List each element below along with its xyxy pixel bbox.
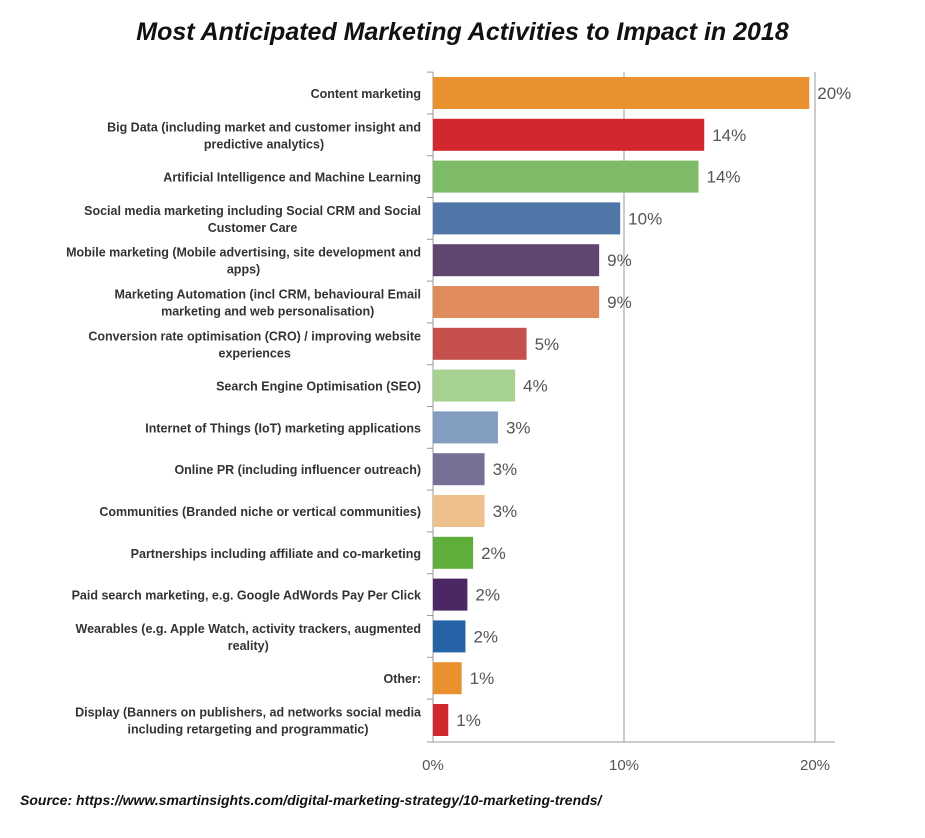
- category-label: Wearables (e.g. Apple Watch, activity tr…: [76, 622, 421, 636]
- source-note: Source: https://www.smartinsights.com/di…: [20, 792, 602, 808]
- value-label: 1%: [456, 711, 481, 730]
- value-label: 4%: [523, 377, 548, 396]
- value-label: 2%: [481, 544, 506, 563]
- bar: [433, 160, 699, 193]
- bar: [433, 495, 485, 527]
- category-label: Conversion rate optimisation (CRO) / imp…: [88, 329, 421, 343]
- bar-chart: Content marketing Big Data (including mar…: [66, 71, 851, 774]
- category-label: including retargeting and programmatic): [128, 723, 369, 737]
- category-label: reality): [228, 639, 269, 653]
- x-tick-label: 20%: [800, 757, 830, 774]
- category-label: Artificial Intelligence and Machine Lear…: [163, 171, 421, 185]
- x-axis-ticks: 0% 10% 20%: [422, 757, 830, 774]
- bar: [433, 369, 516, 402]
- value-label: 9%: [607, 293, 632, 312]
- category-label: Search Engine Optimisation (SEO): [216, 380, 421, 394]
- category-label: Display (Banners on publishers, ad netwo…: [75, 706, 422, 720]
- value-label: 14%: [712, 126, 746, 145]
- category-label: Internet of Things (IoT) marketing appli…: [145, 421, 421, 435]
- bar: [433, 536, 474, 569]
- bar: [433, 327, 527, 360]
- category-label: Communities (Branded niche or vertical c…: [99, 505, 421, 519]
- bar: [433, 662, 462, 695]
- category-label: Partnerships including affiliate and co-…: [131, 547, 421, 561]
- value-label: 3%: [493, 502, 518, 521]
- x-tick-label: 10%: [609, 757, 639, 774]
- value-label: 2%: [473, 627, 498, 646]
- value-label: 20%: [817, 84, 851, 103]
- category-label: Marketing Automation (incl CRM, behaviou…: [114, 288, 421, 302]
- bar: [433, 620, 466, 653]
- chart-title: Most Anticipated Marketing Activities to…: [136, 18, 789, 46]
- bar: [433, 77, 810, 109]
- category-label: marketing and web personalisation): [161, 305, 374, 319]
- value-label: 1%: [470, 669, 495, 688]
- category-label: Customer Care: [208, 221, 298, 235]
- bar: [433, 118, 705, 151]
- bar: [433, 578, 468, 611]
- bars-group: [433, 77, 810, 736]
- category-label: Content marketing: [311, 87, 421, 101]
- value-label: 5%: [535, 335, 560, 354]
- value-label: 2%: [475, 586, 500, 605]
- category-label: Paid search marketing, e.g. Google AdWor…: [72, 589, 421, 603]
- bar: [433, 411, 498, 444]
- category-label: Online PR (including influencer outreach…: [174, 463, 421, 477]
- category-labels: Content marketing Big Data (including mar…: [66, 87, 422, 737]
- bar: [433, 202, 621, 235]
- value-label: 3%: [493, 460, 518, 479]
- category-label: experiences: [219, 346, 291, 360]
- value-label: 10%: [628, 209, 662, 228]
- bar: [433, 244, 600, 277]
- bar: [433, 453, 485, 486]
- value-label: 14%: [706, 168, 740, 187]
- x-tick-label: 0%: [422, 757, 444, 774]
- category-label: Social media marketing including Social …: [84, 204, 421, 218]
- category-label: Big Data (including market and customer …: [107, 120, 421, 134]
- category-label: predictive analytics): [204, 137, 324, 151]
- bar: [433, 286, 600, 318]
- value-label: 9%: [607, 251, 632, 270]
- category-label: Other:: [384, 672, 422, 686]
- value-labels: 20% 14% 14% 10% 9% 9% 5% 4% 3% 3% 3% 2% 2% 2% 1% 1%: [456, 84, 851, 730]
- category-label: apps): [227, 263, 260, 277]
- category-label: Mobile marketing (Mobile advertising, si…: [66, 246, 421, 260]
- value-label: 3%: [506, 418, 531, 437]
- bar: [433, 704, 449, 736]
